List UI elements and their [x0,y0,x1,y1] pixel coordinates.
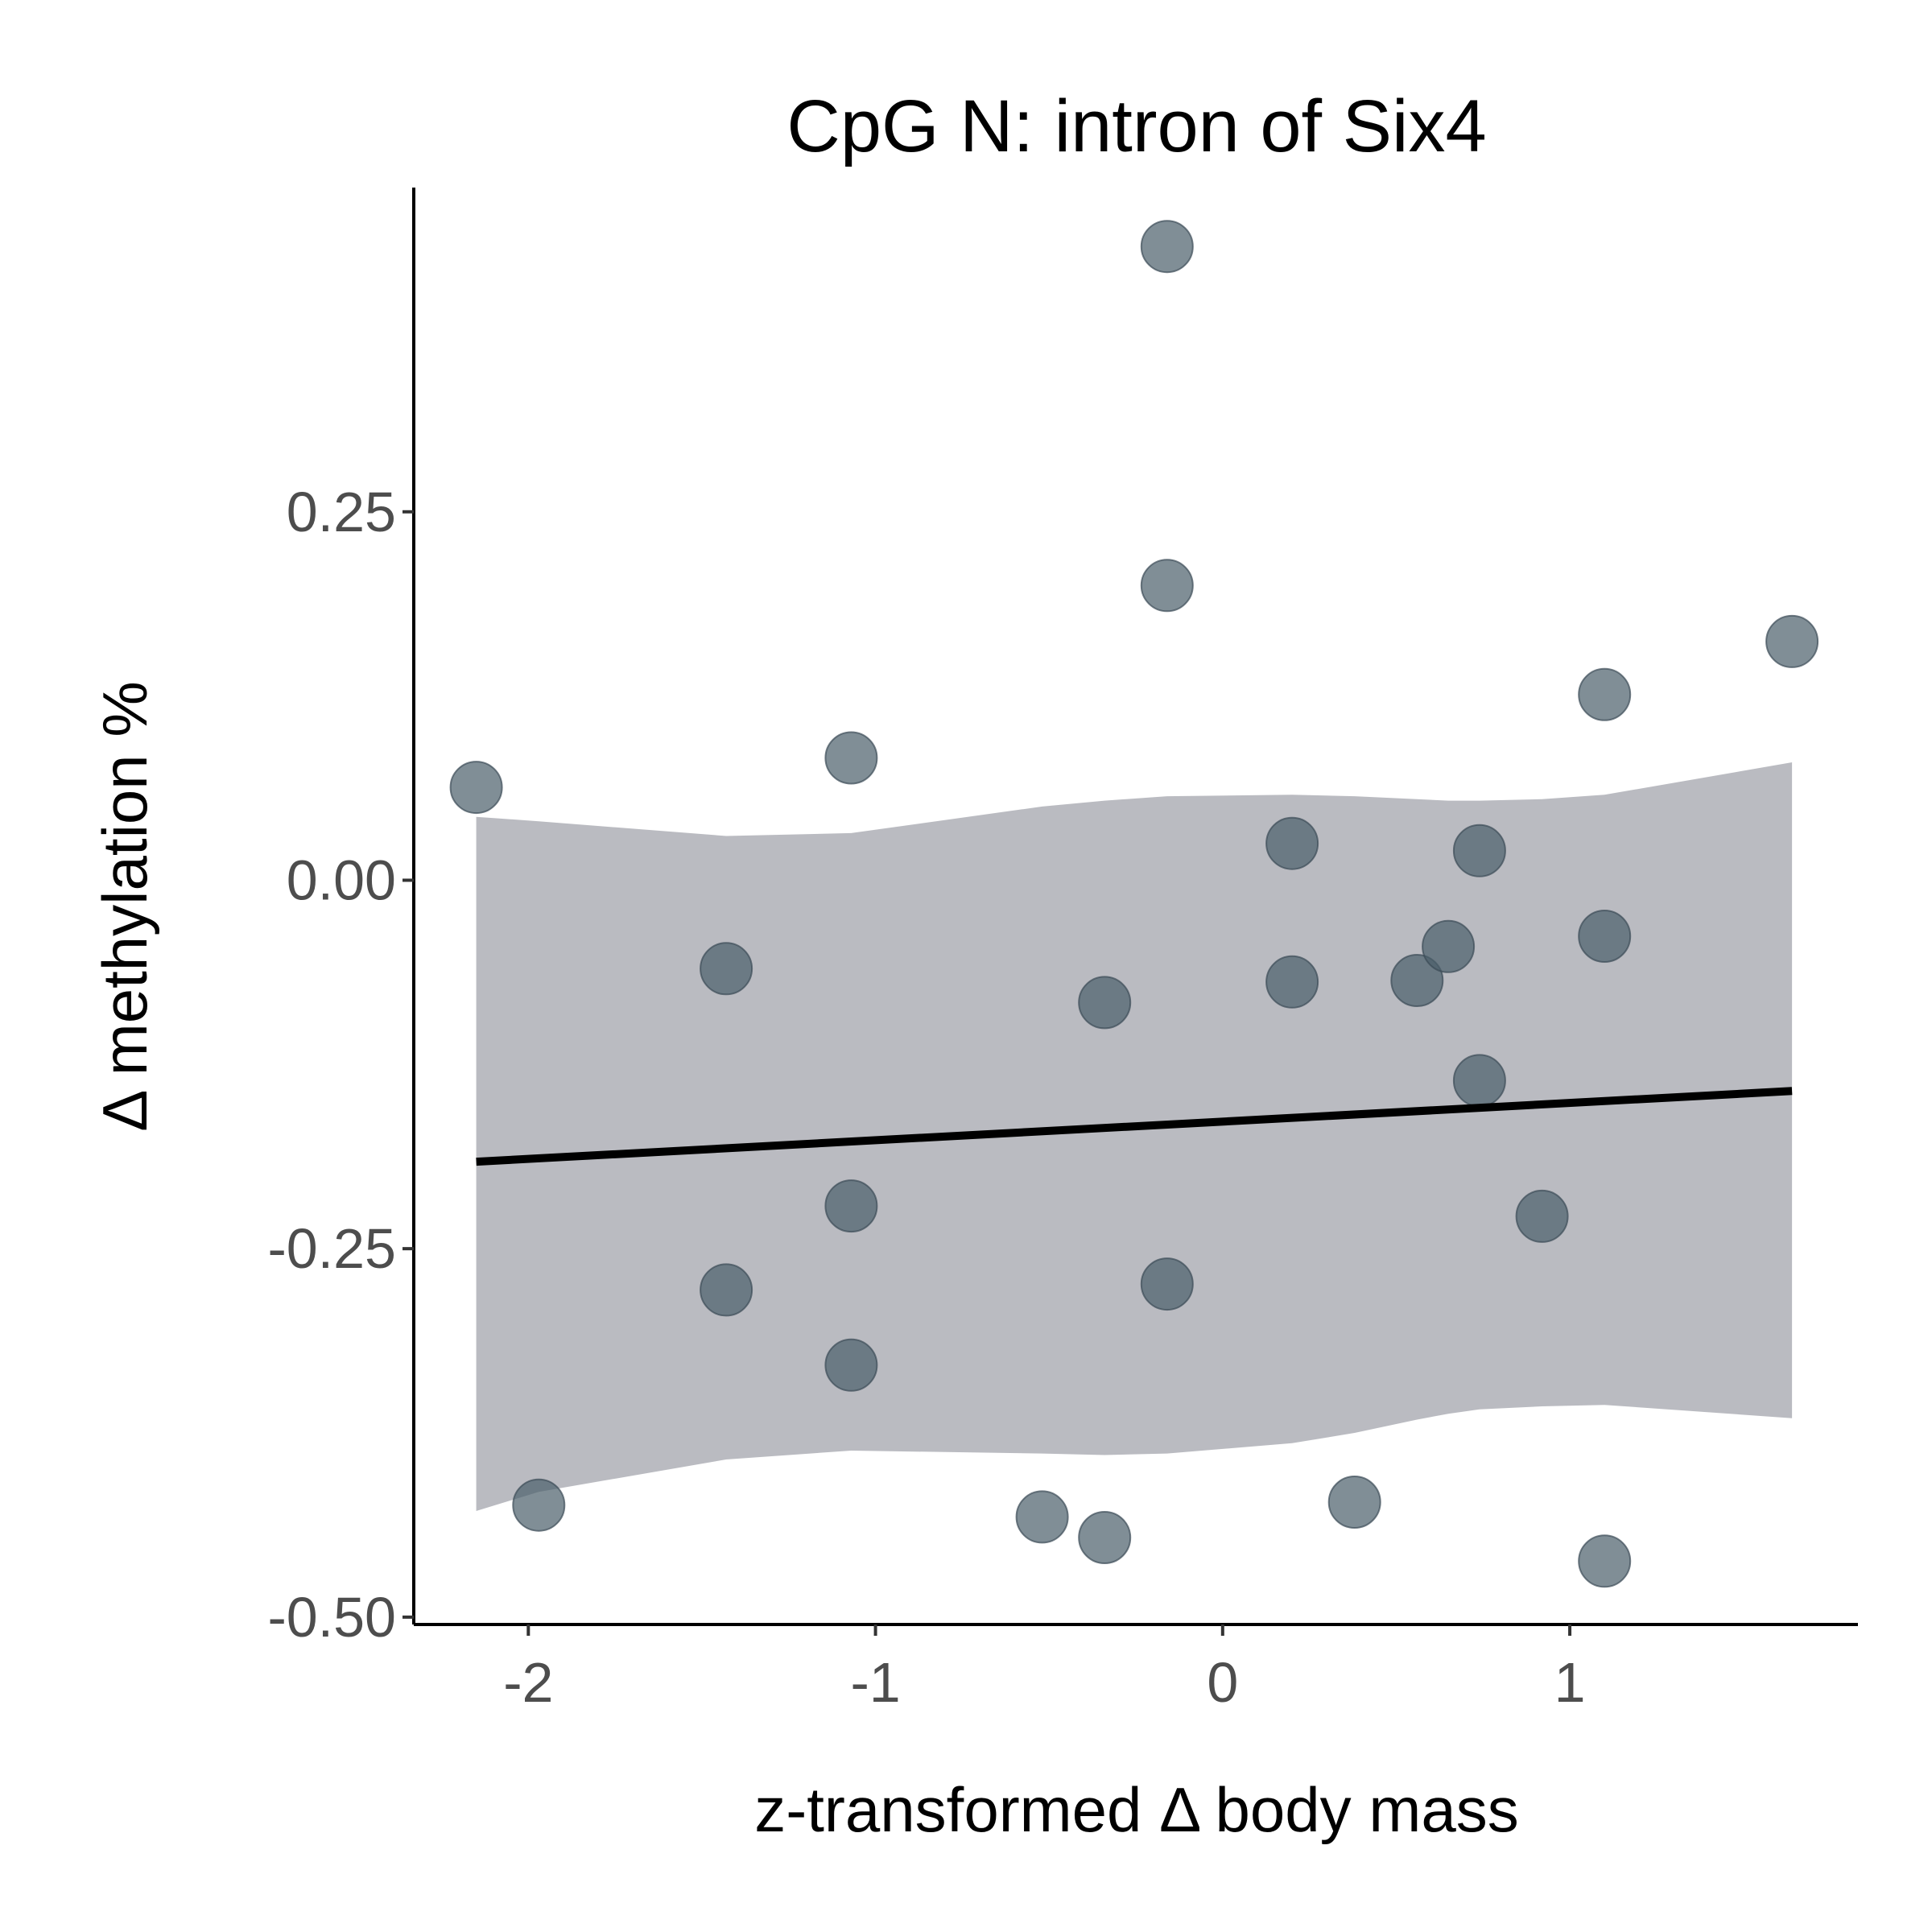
regression-line [476,1087,1793,1166]
x-axis-title: z-transformed Δ body mass [754,1774,1518,1845]
y-axis-title: Δ methylation % [89,681,160,1131]
data-point [1578,910,1632,963]
data-point [1578,1534,1632,1588]
data-point [1140,220,1194,274]
data-point [1765,614,1819,668]
data-point [1140,1257,1194,1311]
chart-title: CpG N: intron of Six4 [786,85,1486,167]
data-point [1390,954,1444,1007]
data-point [700,942,753,996]
data-point [700,1263,753,1317]
data-point [1327,1476,1381,1529]
data-point [1515,1189,1569,1243]
ticks-layer: -2 -1 0 1 0.25 0.00 -0.25 -0.50 [267,481,1585,1714]
data-point [1452,824,1506,877]
data-point [1265,955,1319,1009]
data-point [824,1179,878,1233]
data-point [1078,1511,1132,1564]
data-points-layer [449,220,1819,1588]
y-tick-label: 0.25 [287,481,396,543]
regression-line-layer [476,1087,1793,1166]
x-tick-label: -1 [850,1651,900,1714]
data-point [1265,816,1319,870]
confidence-band-layer [476,762,1793,1511]
y-tick-label: -0.25 [267,1217,396,1280]
y-tick-label: -0.50 [267,1586,396,1649]
data-point [449,761,503,815]
x-tick-label: 1 [1554,1651,1586,1714]
data-point [1578,667,1632,721]
data-point [1015,1490,1069,1544]
data-point [1078,976,1132,1030]
confidence-band [476,762,1793,1511]
axes-layer [412,188,1858,1626]
data-point [1422,919,1476,973]
data-point [824,731,878,785]
data-point [1140,559,1194,613]
x-tick-label: -2 [503,1651,553,1714]
data-point [512,1478,566,1532]
y-tick-label: 0.00 [287,848,396,911]
data-point [824,1338,878,1392]
x-tick-label: 0 [1207,1651,1238,1714]
data-point [1452,1054,1506,1108]
